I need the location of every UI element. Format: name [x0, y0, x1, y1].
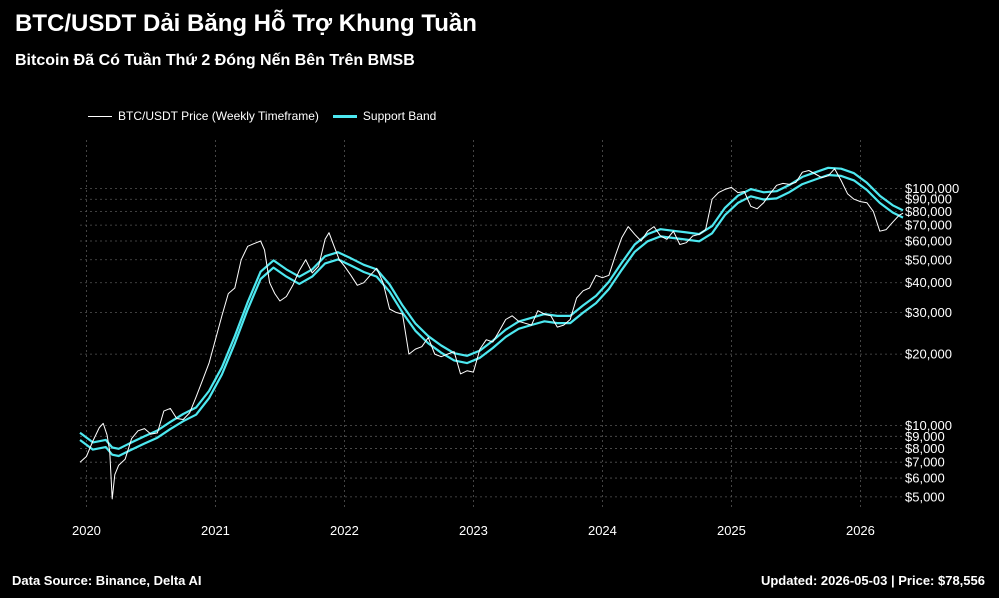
y-tick-label: $20,000 [905, 347, 952, 362]
y-tick-label: $100,000 [905, 181, 959, 196]
y-tick-label: $10,000 [905, 418, 952, 433]
support-band-lower-line [79, 173, 904, 458]
legend-swatch-price [88, 115, 112, 117]
y-tick-label: $90,000 [905, 192, 952, 207]
x-tick-label: 2022 [330, 523, 359, 538]
x-tick-label: 2024 [588, 523, 617, 538]
chart-subtitle: Bitcoin Đã Có Tuần Thứ 2 Đóng Nến Bên Tr… [15, 52, 415, 69]
legend-item-price: BTC/USDT Price (Weekly Timeframe) [88, 109, 319, 123]
legend-item-band: Support Band [332, 109, 437, 123]
y-tick-label: $8,000 [905, 441, 945, 456]
legend-label-band: Support Band [362, 109, 437, 123]
x-tick-label: 2025 [717, 523, 746, 538]
y-tick-label: $80,000 [905, 204, 952, 219]
support-band-upper-line [79, 166, 904, 450]
legend-label-price: BTC/USDT Price (Weekly Timeframe) [118, 109, 319, 123]
x-tick-label: 2020 [72, 523, 101, 538]
x-tick-label: 2026 [846, 523, 875, 538]
y-tick-label: $60,000 [905, 233, 952, 248]
chart-title: BTC/USDT Dải Băng Hỗ Trợ Khung Tuần [15, 10, 477, 37]
data-source: Data Source: Binance, Delta AI [12, 573, 202, 588]
price-line [79, 168, 904, 500]
y-tick-label: $40,000 [905, 275, 952, 290]
y-tick-label: $6,000 [905, 471, 945, 486]
y-tick-label: $30,000 [905, 305, 952, 320]
y-tick-label: $50,000 [905, 252, 952, 267]
legend-swatch-band [332, 114, 357, 118]
y-tick-label: $70,000 [905, 218, 952, 233]
y-tick-label: $7,000 [905, 455, 945, 470]
y-tick-label: $5,000 [905, 489, 945, 504]
legend: BTC/USDT Price (Weekly Timeframe) Suppor… [88, 109, 444, 123]
update-info: Updated: 2026-05-03 | Price: $78,556 [760, 573, 985, 588]
x-tick-label: 2023 [459, 523, 488, 538]
y-tick-label: $9,000 [905, 429, 945, 444]
x-tick-label: 2021 [201, 523, 230, 538]
